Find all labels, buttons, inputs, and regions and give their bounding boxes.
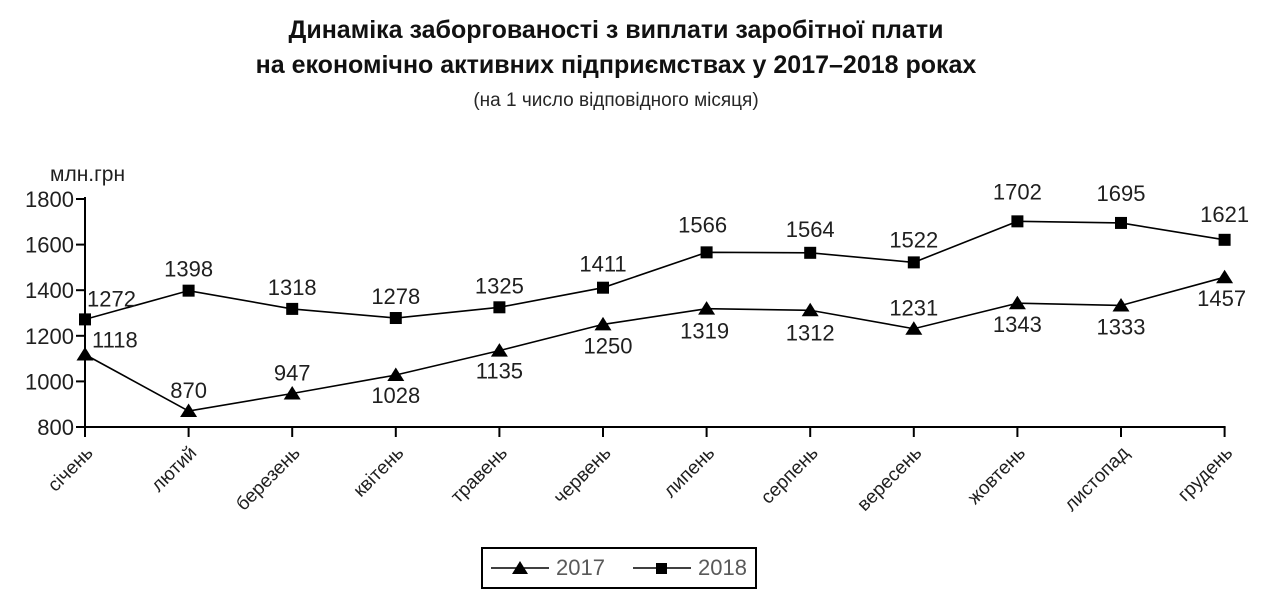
marker-triangle-2017	[387, 367, 405, 382]
marker-square-2018	[493, 301, 506, 314]
x-axis-month-label: вересень	[853, 443, 926, 516]
y-axis-tick-label: 1200	[25, 324, 74, 349]
marker-square-2018	[182, 284, 195, 297]
x-axis-month-label: березень	[232, 443, 304, 515]
data-label-2017: 1312	[786, 320, 835, 345]
series-line-2018	[84, 220, 1225, 321]
x-axis-month-label: листопад	[1061, 443, 1134, 516]
data-label-2018: 1566	[678, 212, 727, 237]
data-label-2018: 1695	[1097, 181, 1146, 206]
data-label-2018: 1522	[889, 227, 938, 252]
marker-square-2018	[286, 302, 299, 315]
y-axis-tick-label: 1400	[25, 278, 74, 303]
legend-triangle-marker-icon	[491, 561, 550, 574]
chart-title-line1: Динаміка заборгованості з виплати заробі…	[288, 16, 944, 44]
legend-label: 2018	[698, 555, 747, 580]
marker-square-2018	[804, 246, 817, 259]
data-label-2018: 1398	[164, 257, 213, 282]
x-axis-month-label: серпень	[757, 443, 823, 509]
data-label-2018: 1272	[87, 286, 136, 311]
data-label-2017: 1250	[584, 333, 633, 358]
marker-triangle-2017	[801, 302, 819, 317]
x-axis-month-label: грудень	[1174, 443, 1237, 506]
x-axis-month-label: лютий	[147, 443, 201, 497]
data-label-2018: 1318	[268, 275, 317, 300]
marker-triangle-2017	[283, 385, 301, 400]
legend-item-2018: 2018	[633, 555, 747, 581]
y-axis-unit-label: млн.грн	[50, 163, 125, 186]
data-label-2017: 1135	[476, 359, 523, 384]
marker-triangle-2017	[698, 301, 716, 315]
x-axis-month-label: травень	[447, 443, 512, 508]
y-axis-tick-label: 1600	[25, 233, 74, 258]
data-label-2017: 1333	[1097, 314, 1146, 339]
marker-square-2018	[597, 281, 609, 294]
data-label-2018: 1411	[579, 252, 626, 277]
marker-square-2018	[1115, 216, 1127, 229]
series-line-2017	[84, 276, 1225, 412]
legend-label: 2017	[556, 555, 605, 580]
data-label-2018: 1278	[371, 284, 420, 309]
data-label-2017: 1231	[889, 296, 938, 321]
marker-triangle-2017	[1216, 269, 1234, 284]
marker-square-2018	[79, 313, 91, 326]
x-axis-month-label: квітень	[350, 443, 409, 502]
marker-triangle-2017	[1112, 297, 1130, 312]
legend-item-2017: 2017	[491, 555, 605, 581]
marker-square-2018	[389, 312, 402, 325]
data-label-2017: 1343	[993, 312, 1042, 337]
y-axis-tick-label: 800	[37, 415, 74, 440]
data-label-2017: 1118	[92, 327, 138, 352]
marker-triangle-2017	[905, 321, 923, 335]
data-label-2018: 1325	[475, 273, 524, 298]
x-axis-month-label: жовтень	[964, 443, 1030, 509]
marker-square-2018	[700, 246, 713, 259]
chart-subtitle: (на 1 число відповідного місяця)	[473, 90, 759, 111]
data-label-2018: 1564	[786, 217, 835, 242]
chart-title-block: Динаміка заборгованості з виплати заробі…	[0, 13, 1232, 112]
marker-triangle-2017	[490, 343, 508, 357]
x-axis-month-label: червень	[550, 443, 616, 509]
marker-square-2018	[1218, 233, 1231, 246]
data-label-2017: 1457	[1197, 286, 1246, 311]
x-axis-month-label: січень	[44, 443, 98, 497]
axes	[84, 197, 1226, 428]
data-label-2017: 947	[274, 360, 311, 385]
data-label-2017: 1028	[371, 383, 420, 408]
chart-title-line2: на економічно активних підприємствах у 2…	[255, 51, 977, 79]
data-label-2017: 870	[170, 378, 207, 403]
marker-triangle-2017	[1008, 295, 1026, 310]
marker-triangle-2017	[594, 316, 612, 331]
marker-triangle-2017	[76, 346, 94, 361]
marker-square-2018	[1011, 215, 1024, 228]
data-label-2017: 1319	[680, 319, 729, 344]
data-label-2018: 1621	[1200, 202, 1249, 227]
data-label-2018: 1702	[993, 179, 1042, 204]
marker-square-2018	[907, 256, 920, 269]
chart-legend: 2017 2018	[481, 547, 757, 589]
y-axis-tick-label: 1800	[25, 187, 74, 212]
marker-triangle-2017	[180, 403, 198, 418]
y-axis-tick-label: 1000	[25, 369, 74, 394]
legend-square-marker-icon	[633, 563, 691, 574]
x-axis-month-label: липень	[660, 443, 719, 502]
